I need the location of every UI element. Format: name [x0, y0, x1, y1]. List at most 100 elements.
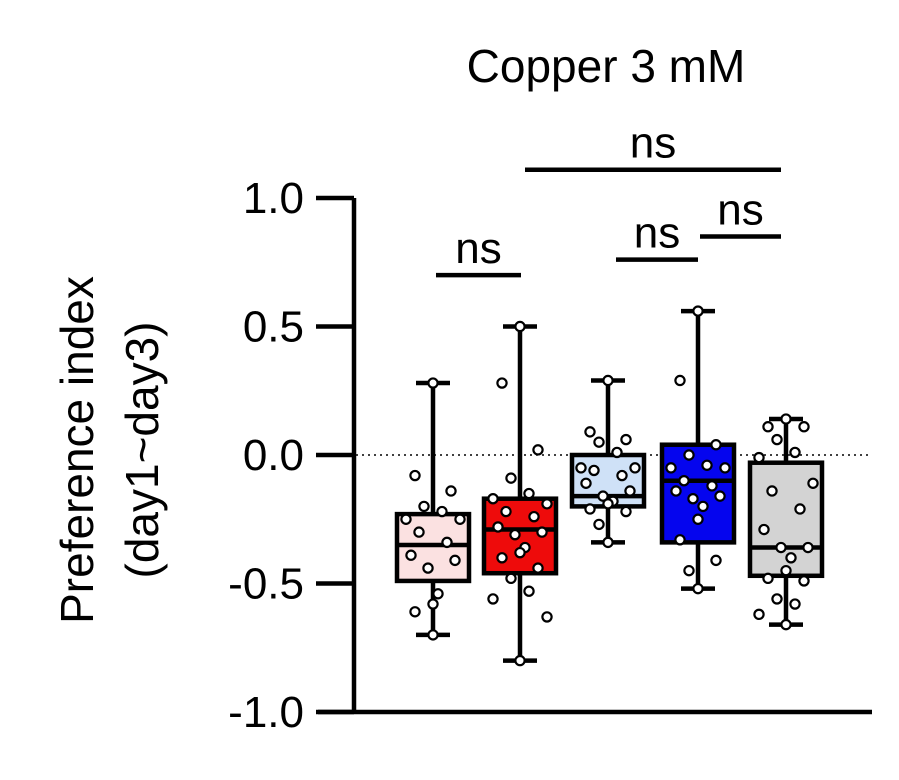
data-point	[588, 464, 600, 477]
data-point	[714, 490, 726, 502]
data-point	[692, 305, 704, 317]
data-point	[575, 462, 587, 474]
data-point	[692, 582, 704, 595]
data-point	[432, 588, 444, 600]
y-tick-label: -1.0	[228, 688, 304, 737]
data-point	[602, 498, 614, 510]
data-point	[780, 413, 792, 425]
data-point	[753, 608, 765, 621]
data-point	[762, 421, 774, 433]
data-point	[597, 490, 609, 502]
data-point	[719, 462, 731, 474]
data-point	[692, 513, 704, 525]
chart-title: Copper 3 mM	[467, 40, 746, 92]
data-point	[532, 444, 544, 456]
data-point	[514, 654, 526, 667]
boxes	[394, 305, 825, 667]
y-tick-label: 0.0	[243, 431, 304, 480]
data-point	[616, 469, 628, 482]
data-point	[536, 526, 548, 538]
significance-label: ns	[717, 186, 763, 235]
data-point	[441, 536, 453, 549]
data-point	[798, 421, 810, 433]
data-point	[624, 485, 636, 497]
data-point	[780, 564, 792, 577]
data-point	[710, 439, 722, 451]
data-point	[766, 485, 778, 497]
y-axis-label: Preference index (day1~day3)	[51, 276, 168, 624]
data-point	[400, 513, 412, 525]
data-point	[492, 521, 504, 533]
data-point	[427, 629, 439, 641]
significance-label: ns	[455, 224, 501, 273]
data-point	[454, 513, 466, 525]
data-point	[697, 500, 709, 513]
data-point	[584, 503, 596, 515]
data-point	[665, 462, 677, 474]
data-point	[409, 606, 421, 618]
box-group	[394, 377, 472, 641]
box-group	[569, 374, 647, 549]
data-point	[532, 562, 544, 574]
data-point	[505, 472, 517, 484]
data-point	[620, 505, 632, 518]
data-point	[514, 546, 526, 559]
data-point	[701, 459, 713, 471]
data-point	[445, 485, 457, 497]
y-axis-label-line-2: (day1~day3)	[116, 322, 168, 579]
y-tick-label: 0.5	[243, 303, 304, 352]
data-point	[789, 598, 801, 610]
data-point	[405, 549, 417, 561]
data-point	[427, 377, 439, 389]
data-point	[629, 462, 641, 474]
data-point	[523, 487, 535, 500]
data-point	[762, 572, 774, 585]
data-point	[674, 374, 686, 387]
data-point	[541, 611, 553, 623]
y-tick-label: -0.5	[228, 560, 304, 609]
box-group	[481, 320, 559, 667]
data-point	[427, 598, 439, 610]
data-point	[683, 449, 695, 461]
data-point	[584, 426, 596, 438]
data-point	[780, 618, 792, 631]
box-group	[747, 413, 825, 631]
data-point	[436, 505, 448, 518]
data-point	[413, 526, 425, 538]
significance-label: ns	[630, 119, 676, 168]
data-point	[500, 505, 512, 518]
data-point	[541, 498, 553, 510]
data-point	[602, 374, 614, 387]
data-point	[487, 593, 499, 605]
data-point	[509, 528, 521, 541]
data-point	[670, 485, 682, 497]
data-point	[785, 552, 797, 564]
data-point	[593, 436, 605, 448]
data-point	[611, 446, 623, 459]
data-point	[514, 320, 526, 333]
data-point	[449, 554, 461, 567]
data-point	[802, 541, 814, 554]
data-point	[593, 518, 605, 531]
data-point	[794, 503, 806, 515]
data-point	[505, 572, 517, 585]
data-point	[789, 446, 801, 459]
data-point	[706, 480, 718, 492]
data-point	[758, 523, 770, 536]
data-point	[602, 536, 614, 549]
data-point	[418, 500, 430, 513]
data-point	[674, 534, 686, 546]
data-point	[678, 475, 690, 487]
axes: 1.0 0.5 0.0 -0.5 -1.0	[228, 174, 872, 737]
data-point	[487, 492, 499, 505]
data-point	[687, 492, 699, 505]
data-point	[710, 554, 722, 567]
data-point	[683, 564, 695, 577]
significance-label: ns	[634, 209, 680, 258]
data-point	[771, 593, 783, 605]
data-point	[798, 575, 810, 587]
data-point	[496, 377, 508, 389]
data-point	[775, 541, 787, 554]
